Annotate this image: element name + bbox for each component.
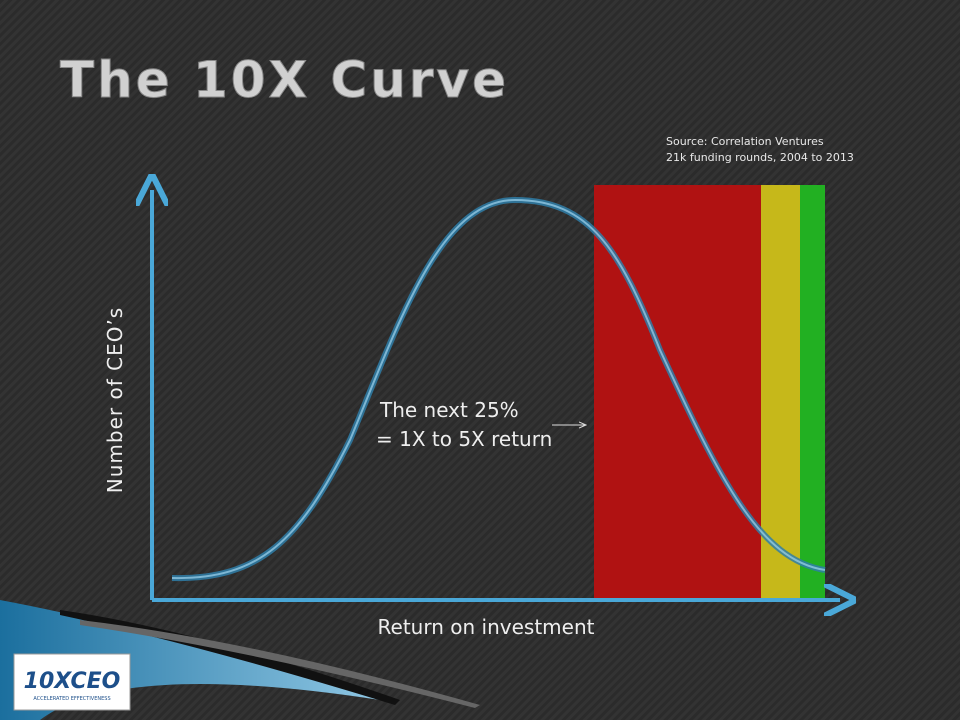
decoration [80,620,480,708]
logo: 10XCEO [24,669,121,694]
logo-box [13,653,131,711]
curve-highlight [171,198,826,580]
source: Source: Correlation Ventures [666,135,824,148]
yellow-zone [761,185,800,600]
x-axis-label: Return on investment [378,615,595,639]
title: The 10X Curve [60,51,509,109]
source: 21k funding rounds, 2004 to 2013 [666,151,854,164]
annotation: = 1X to 5X return [376,427,552,451]
green-zone [800,185,825,600]
y-axis-label: Number of CEO’s [103,307,127,493]
logo-tagline: ACCELERATED EFFECTIVENESS [33,696,110,702]
annotation: The next 25% [379,398,519,422]
